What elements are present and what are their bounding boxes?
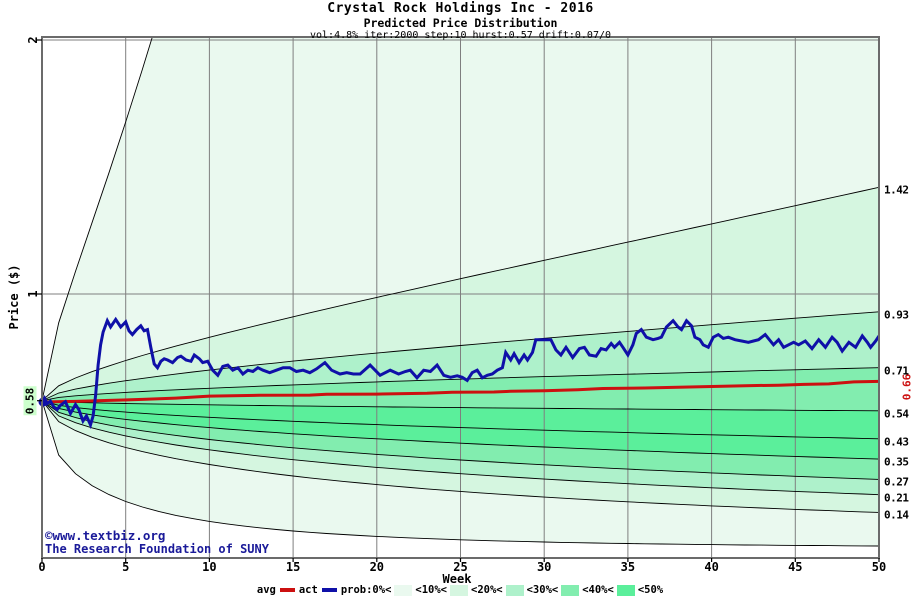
avg-end-value-label: 0.66 [900, 373, 914, 401]
chart-title: Crystal Rock Holdings Inc - 2016 [327, 1, 594, 16]
probability-band [42, 400, 879, 546]
right-axis-label: 0.14 [884, 508, 909, 522]
right-axis-label: 0.27 [884, 475, 909, 489]
x-tick-label: 30 [536, 560, 552, 574]
right-axis-label: 0.43 [884, 435, 909, 449]
x-tick-label: 10 [202, 560, 217, 574]
right-axis-label: 0.54 [884, 407, 909, 421]
x-tick-label: 35 [620, 560, 636, 574]
legend-act-label: act [298, 584, 318, 596]
start-price-label: 0.58 [23, 386, 37, 416]
right-axis-label: 0.71 [884, 364, 909, 378]
legend-prob-label-5: <50% [637, 584, 664, 596]
x-tick-label: 40 [704, 560, 719, 574]
legend-prob-label-2: <20%< [471, 584, 503, 596]
legend-prob-swatch-4 [616, 584, 635, 596]
legend: avg act prob:0%< <10%< <20%< <30%< <40%< <50% [0, 584, 920, 596]
y-axis-title: Price ($) [7, 264, 21, 330]
right-axis-label: 1.42 [884, 183, 909, 197]
legend-avg-swatch [279, 588, 295, 592]
x-tick-label: 45 [788, 560, 803, 574]
legend-prob-label-3: <30%< [526, 584, 559, 596]
fan-lines [42, 37, 879, 547]
right-axis-label: 0.35 [884, 455, 909, 469]
legend-act-swatch [321, 588, 337, 592]
avg-line [42, 379, 879, 404]
y-tick-label: 2 [26, 36, 40, 44]
x-tick-label: 15 [285, 560, 301, 574]
legend-prob-swatch-1 [450, 584, 468, 596]
x-tick-label: 25 [453, 560, 468, 574]
legend-prob-swatch-3 [561, 584, 580, 596]
act-line [42, 316, 879, 430]
x-tick-label: 20 [369, 560, 385, 574]
x-tick-label: 5 [122, 560, 130, 574]
right-axis-label: 0.21 [884, 491, 909, 505]
chart-subtitle: Predicted Price Distribution [363, 15, 558, 30]
chart-header: Crystal Rock Holdings Inc - 2016 Predict… [42, 0, 879, 42]
x-tick-label: 50 [871, 560, 887, 574]
legend-prob-swatch-0 [394, 584, 413, 596]
x-axis-title: Week [442, 572, 472, 586]
right-axis-label: 0.93 [884, 308, 909, 322]
axis-ticks [37, 39, 880, 562]
probability-band [42, 400, 879, 480]
legend-prob-swatch-2 [505, 584, 524, 596]
legend-avg-label: avg [256, 584, 276, 596]
x-tick-label: 0 [38, 560, 46, 574]
legend-prob-label-0: prob:0%< [340, 584, 392, 596]
chart-simulation-params: vol:4.8% iter:2000 step:10 hurst:0.57 dr… [309, 30, 612, 42]
legend-prob-label-1: <10%< [415, 584, 447, 596]
watermark-url: ©www.textbiz.org [45, 528, 166, 543]
watermark-org: The Research Foundation of SUNY [45, 542, 269, 556]
y-tick-label: 1 [26, 290, 40, 298]
legend-prob-label-4: <40%< [582, 584, 614, 596]
